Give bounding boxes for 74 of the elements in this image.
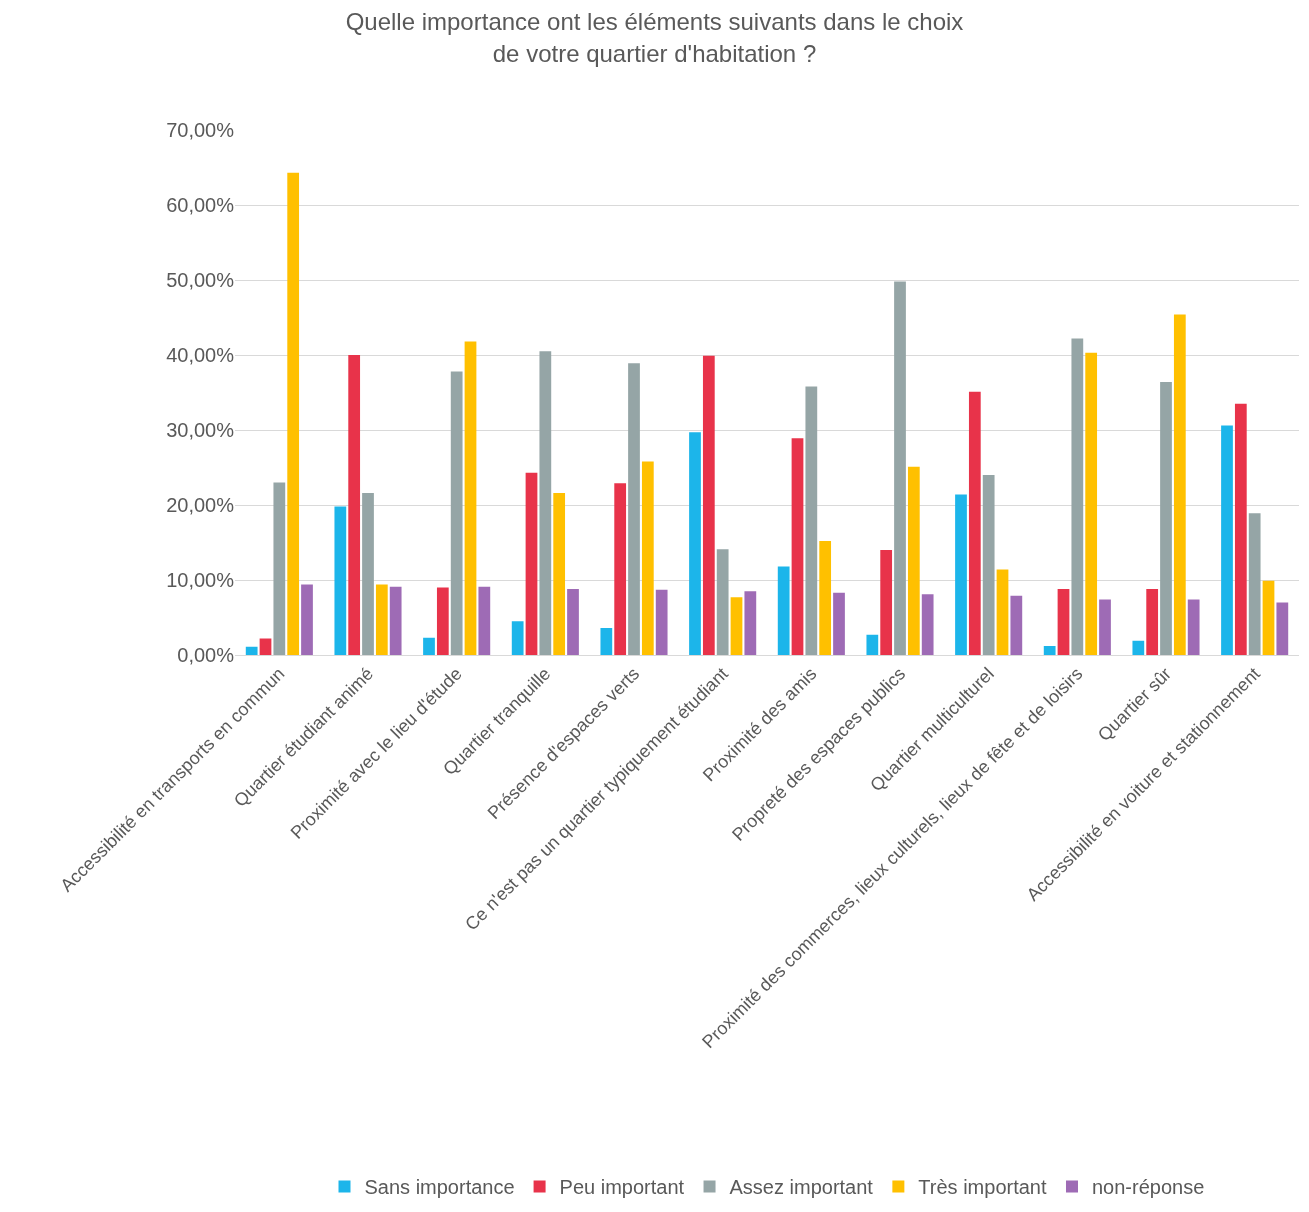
- bar: [478, 586, 491, 655]
- legend-label: Très important: [918, 1176, 1047, 1199]
- bar: [1043, 646, 1056, 655]
- bar: [389, 586, 402, 655]
- bar: [423, 637, 435, 655]
- bar: [511, 621, 524, 655]
- y-tick-label: 10,00%: [166, 569, 235, 591]
- bar: [362, 493, 374, 655]
- y-tick-label: 20,00%: [166, 494, 235, 516]
- bar: [968, 391, 981, 655]
- bar: [805, 386, 818, 655]
- bar: [1173, 314, 1186, 655]
- legend-label: Assez important: [729, 1176, 874, 1199]
- bar: [1187, 599, 1200, 655]
- bar: [1085, 352, 1098, 655]
- bar: [880, 550, 893, 655]
- bar: [464, 341, 477, 655]
- bar: [1099, 599, 1111, 655]
- bar: [689, 432, 701, 655]
- y-tick-label: 60,00%: [166, 194, 235, 216]
- bar: [450, 371, 463, 655]
- bar: [1160, 382, 1172, 655]
- bar: [553, 493, 566, 655]
- bar: [539, 351, 552, 655]
- bar: [436, 587, 449, 655]
- bar: [259, 638, 272, 655]
- bar: [348, 355, 361, 655]
- bar: [791, 438, 804, 655]
- bar: [655, 589, 668, 655]
- bar: [1248, 513, 1261, 655]
- bar: [1262, 580, 1275, 655]
- y-tick-label: 50,00%: [166, 269, 235, 291]
- bar: [525, 472, 538, 655]
- bar: [819, 541, 832, 655]
- chart-title: Quelle importance ont les éléments suivants dans le choix de votre quartier d'habitation ?: [345, 8, 964, 67]
- bar: [614, 483, 627, 655]
- bar: [641, 461, 654, 655]
- bar: [955, 494, 967, 655]
- legend-label: Sans importance: [364, 1176, 515, 1199]
- y-tick-label: 70,00%: [166, 119, 235, 141]
- bar: [702, 355, 715, 655]
- bar: [334, 506, 347, 655]
- bar: [996, 569, 1009, 655]
- bar: [1146, 589, 1159, 655]
- bar: [894, 281, 906, 655]
- bar: [1221, 425, 1233, 655]
- legend-label: Peu important: [559, 1176, 685, 1199]
- bar: [716, 549, 729, 655]
- bar: [777, 566, 790, 655]
- bar: [567, 589, 579, 655]
- y-tick-label: 40,00%: [166, 344, 235, 366]
- bar: [1276, 602, 1289, 655]
- bar: [1010, 595, 1023, 655]
- bar: [730, 597, 743, 655]
- y-tick-label: 0,00%: [177, 644, 235, 666]
- bar: [1234, 403, 1247, 655]
- bar: [245, 646, 258, 655]
- bar: [301, 584, 313, 655]
- bar: [1071, 338, 1084, 655]
- bar: [375, 584, 388, 655]
- bar: [982, 475, 995, 655]
- bar: [866, 634, 879, 655]
- bar: [1057, 589, 1070, 655]
- bar: [1132, 640, 1145, 655]
- legend-label: non-réponse: [1091, 1176, 1205, 1199]
- bar: [744, 591, 757, 655]
- bar: [600, 628, 613, 655]
- bar: [287, 172, 300, 655]
- bar: [833, 592, 845, 655]
- bar: [273, 482, 286, 655]
- bar: [921, 594, 934, 655]
- bar: [907, 466, 920, 655]
- bar: [628, 363, 640, 655]
- y-tick-label: 30,00%: [166, 419, 235, 441]
